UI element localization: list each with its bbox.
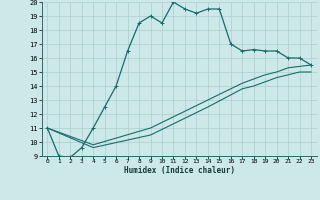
X-axis label: Humidex (Indice chaleur): Humidex (Indice chaleur) bbox=[124, 166, 235, 175]
